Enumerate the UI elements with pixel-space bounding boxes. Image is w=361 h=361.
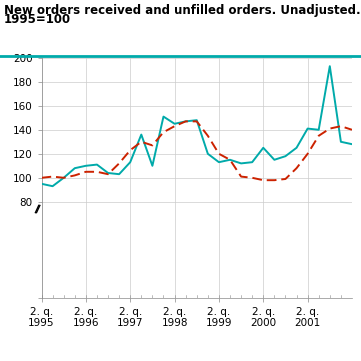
Text: New orders received and unfilled orders. Unadjusted.: New orders received and unfilled orders.… [4,4,360,17]
Text: 1995=100: 1995=100 [4,13,71,26]
